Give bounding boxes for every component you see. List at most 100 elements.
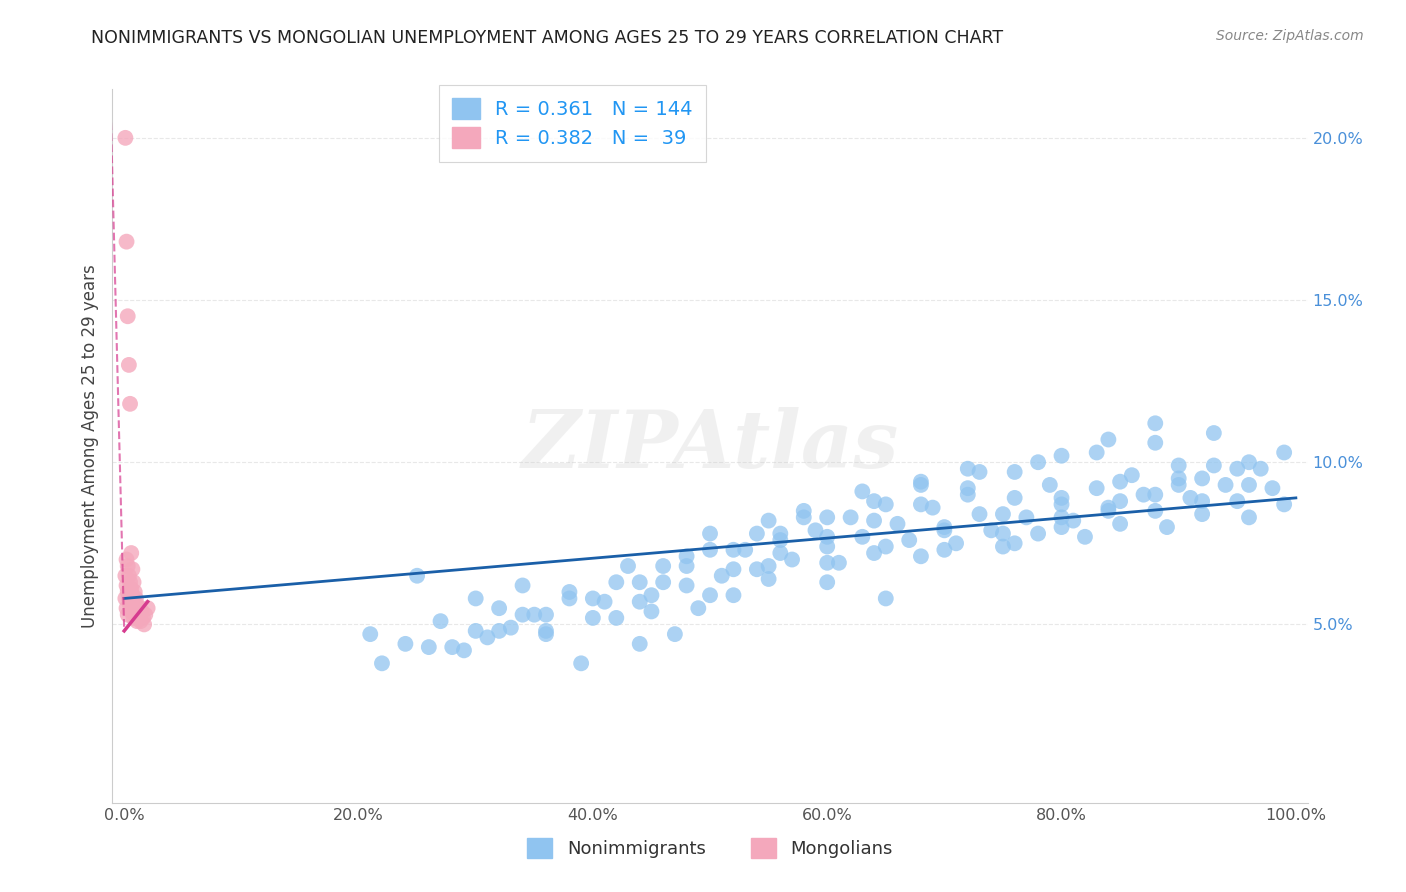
Point (117, 310, 139, 324)
Point (129, 614, 152, 628)
Point (605, 575, 627, 590)
Point (875, 497, 897, 511)
Point (131, 604, 153, 618)
Point (1085, 445, 1108, 459)
Point (371, 657, 394, 671)
Point (1097, 504, 1119, 518)
Point (956, 461, 979, 475)
Point (523, 607, 546, 622)
Point (910, 497, 932, 511)
Point (652, 575, 675, 590)
Point (1144, 435, 1167, 450)
Point (1004, 491, 1026, 505)
Point (804, 524, 827, 538)
Point (628, 575, 651, 590)
Point (640, 588, 662, 602)
Point (980, 524, 1002, 538)
Point (1026, 455, 1049, 469)
Point (991, 507, 1014, 521)
Point (815, 556, 838, 570)
Point (534, 607, 557, 622)
Point (815, 510, 838, 524)
Point (1191, 494, 1213, 508)
Point (780, 552, 803, 566)
Point (127, 598, 149, 612)
Point (418, 640, 440, 654)
Point (127, 601, 149, 615)
Point (1180, 491, 1202, 505)
Point (605, 611, 627, 625)
Point (1167, 478, 1189, 492)
Point (617, 559, 640, 574)
Point (886, 516, 908, 531)
Legend: Nonimmigrants, Mongolians: Nonimmigrants, Mongolians (520, 830, 900, 865)
Point (815, 540, 838, 554)
Point (699, 526, 721, 541)
Point (120, 604, 142, 618)
Point (117, 559, 139, 574)
Point (125, 607, 148, 622)
Point (558, 591, 581, 606)
Point (1237, 455, 1260, 469)
Point (114, 568, 136, 582)
Point (1191, 471, 1213, 485)
Point (477, 631, 499, 645)
Point (118, 568, 141, 582)
Point (723, 542, 745, 557)
Point (488, 601, 510, 615)
Point (122, 575, 145, 590)
Point (1050, 449, 1073, 463)
Point (793, 504, 815, 518)
Point (1144, 488, 1167, 502)
Point (1144, 417, 1167, 431)
Point (1004, 465, 1026, 479)
Point (120, 546, 142, 560)
Point (120, 582, 142, 596)
Point (945, 536, 967, 550)
Point (359, 627, 381, 641)
Point (1191, 507, 1213, 521)
Point (1050, 497, 1073, 511)
Point (628, 595, 651, 609)
Point (453, 643, 475, 657)
Point (1097, 433, 1119, 447)
Point (1109, 494, 1132, 508)
Point (956, 488, 979, 502)
Point (828, 556, 851, 570)
Point (120, 598, 141, 612)
Point (769, 546, 792, 560)
Point (758, 514, 780, 528)
Point (1062, 514, 1084, 528)
Point (118, 591, 141, 606)
Point (934, 542, 956, 557)
Point (429, 614, 451, 628)
Point (1109, 475, 1132, 489)
Point (115, 235, 138, 249)
Point (1272, 497, 1295, 511)
Point (464, 624, 486, 638)
Point (1050, 510, 1073, 524)
Point (1050, 491, 1073, 505)
Point (134, 607, 156, 622)
Point (121, 562, 143, 576)
Point (851, 484, 873, 499)
Point (1167, 458, 1189, 473)
Point (1226, 461, 1249, 475)
Point (699, 542, 721, 557)
Point (117, 607, 139, 622)
Point (1226, 494, 1249, 508)
Point (675, 578, 697, 592)
Text: ZIPAtlas: ZIPAtlas (522, 408, 898, 484)
Point (121, 588, 143, 602)
Point (839, 510, 862, 524)
Point (488, 624, 510, 638)
Point (745, 562, 768, 576)
Point (956, 481, 979, 495)
Point (120, 575, 141, 590)
Point (512, 578, 534, 592)
Point (118, 358, 141, 372)
Point (640, 604, 662, 618)
Point (136, 601, 159, 615)
Point (124, 601, 146, 615)
Point (122, 611, 145, 625)
